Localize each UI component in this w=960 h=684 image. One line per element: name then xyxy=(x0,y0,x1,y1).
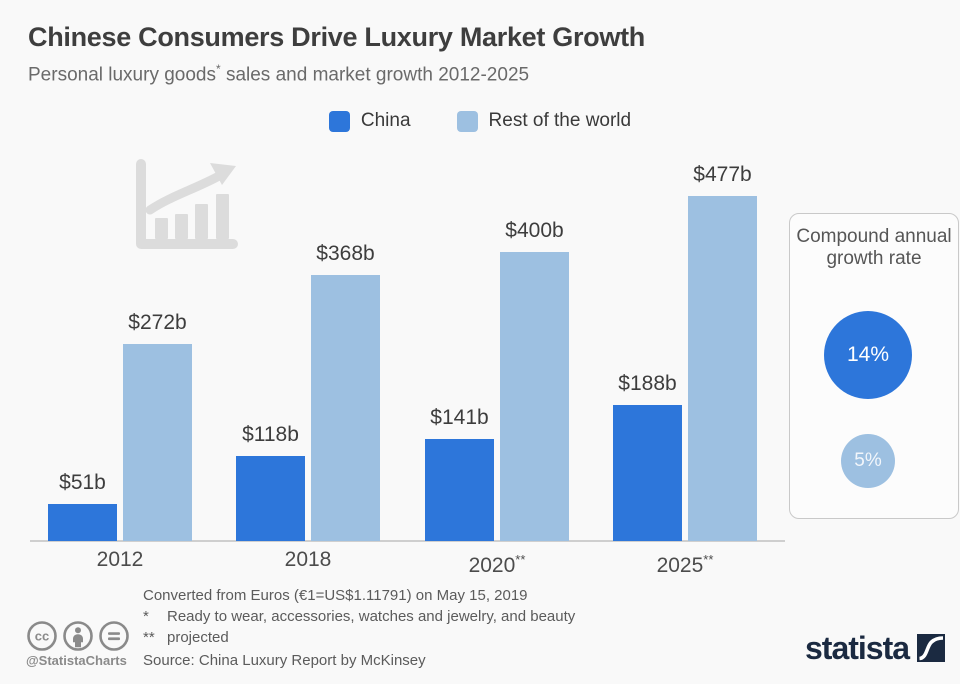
value-label-rest-of-world-2025: $477b xyxy=(693,163,752,186)
x-tick-2025: 2025** xyxy=(656,552,714,577)
x-tick-2018: 2018 xyxy=(284,548,332,571)
source-line: Source: China Luxury Report by McKinsey xyxy=(143,652,426,669)
cagr-circle-rest-of-world: 5% xyxy=(841,434,895,488)
cagr-value-china: 14% xyxy=(846,343,890,366)
bar-rest-of-world-2018 xyxy=(311,275,380,541)
footnote-asterisk: * Ready to wear, accessories, watches and… xyxy=(143,606,575,627)
footnotes: Converted from Euros (€1=US$1.11791) on … xyxy=(143,585,575,671)
x-tick-2020: 2020** xyxy=(468,552,526,577)
bar-china-2020 xyxy=(425,439,494,541)
bar-china-2018 xyxy=(236,456,305,541)
legend: China Rest of the world xyxy=(0,110,960,132)
cc-icon xyxy=(27,621,57,651)
value-label-rest-of-world-2012: $272b xyxy=(128,311,187,334)
subtitle-text-suffix: sales and market growth 2012-2025 xyxy=(220,64,530,86)
cagr-card: Compound annual growth rate 14% 5% xyxy=(789,213,959,519)
footnote-marker: ** xyxy=(143,629,155,646)
footnote-marker: * xyxy=(143,608,149,625)
cc-license-icons: cc xyxy=(27,621,129,651)
legend-item-rest-of-world: Rest of the world xyxy=(456,110,632,132)
legend-label-rest-of-world: Rest of the world xyxy=(488,110,632,131)
bar-rest-of-world-2020 xyxy=(500,252,569,541)
footnote-text: Ready to wear, accessories, watches and … xyxy=(167,608,576,625)
subtitle-text: Personal luxury goods xyxy=(28,64,216,86)
value-label-china-2025: $188b xyxy=(618,372,677,395)
bar-rest-of-world-2025 xyxy=(688,196,757,541)
growth-chart-icon xyxy=(136,159,238,249)
value-label-china-2018: $118b xyxy=(242,423,299,446)
footnote-text: projected xyxy=(167,629,229,646)
statista-logo-icon xyxy=(917,634,946,662)
bar-china-2012 xyxy=(48,504,117,541)
cagr-card-title: Compound annual growth rate xyxy=(796,226,952,269)
cagr-value-rest-of-world: 5% xyxy=(854,450,882,471)
statista-wordmark: statista xyxy=(805,630,910,666)
page-title: Chinese Consumers Drive Luxury Market Gr… xyxy=(28,22,645,52)
footnote-projected: ** projected xyxy=(143,627,575,648)
cagr-circle-china: 14% xyxy=(824,311,912,399)
statista-logo: statista xyxy=(805,630,946,666)
attribution-icon xyxy=(63,621,93,651)
legend-label-china: China xyxy=(360,110,411,131)
value-label-rest-of-world-2020: $400b xyxy=(505,219,564,242)
svg-text:cc: cc xyxy=(35,629,49,644)
subtitle: Personal luxury goods* sales and market … xyxy=(28,62,529,86)
x-axis-line xyxy=(30,540,785,542)
conversion-note: Converted from Euros (€1=US$1.11791) on … xyxy=(143,587,528,604)
x-tick-2012: 2012 xyxy=(96,548,144,571)
rest-of-world-swatch-icon xyxy=(456,110,478,132)
china-swatch-icon xyxy=(328,110,350,132)
legend-item-china: China xyxy=(328,110,411,132)
value-label-rest-of-world-2018: $368b xyxy=(316,242,375,265)
value-label-china-2020: $141b xyxy=(430,406,489,429)
subtitle-asterisk: * xyxy=(216,62,221,76)
bar-rest-of-world-2012 xyxy=(123,344,192,541)
value-label-china-2012: $51b xyxy=(59,471,106,494)
statista-charts-handle: @StatistaCharts xyxy=(26,653,127,668)
no-derivatives-icon xyxy=(99,621,129,651)
bar-china-2025 xyxy=(613,405,682,541)
